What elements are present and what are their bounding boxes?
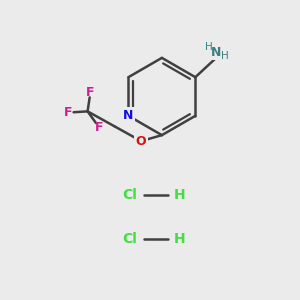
Text: H: H xyxy=(174,188,185,202)
Text: H: H xyxy=(174,232,185,246)
Text: H: H xyxy=(205,42,213,52)
Text: F: F xyxy=(64,106,73,119)
Text: F: F xyxy=(86,85,95,98)
Text: N: N xyxy=(211,46,221,59)
Text: Cl: Cl xyxy=(122,232,136,246)
Text: O: O xyxy=(136,135,146,148)
Text: H: H xyxy=(220,51,228,62)
Text: N: N xyxy=(123,109,134,122)
Text: F: F xyxy=(95,121,104,134)
Text: Cl: Cl xyxy=(122,188,136,202)
